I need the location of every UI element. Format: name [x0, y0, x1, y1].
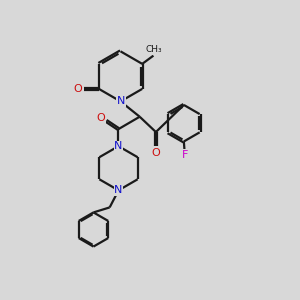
Text: O: O: [152, 148, 160, 158]
Text: N: N: [117, 96, 125, 106]
Text: N: N: [114, 141, 123, 151]
Text: O: O: [97, 113, 105, 124]
Text: N: N: [114, 185, 123, 195]
Text: O: O: [73, 84, 82, 94]
Text: CH₃: CH₃: [145, 45, 162, 54]
Text: F: F: [182, 150, 188, 160]
